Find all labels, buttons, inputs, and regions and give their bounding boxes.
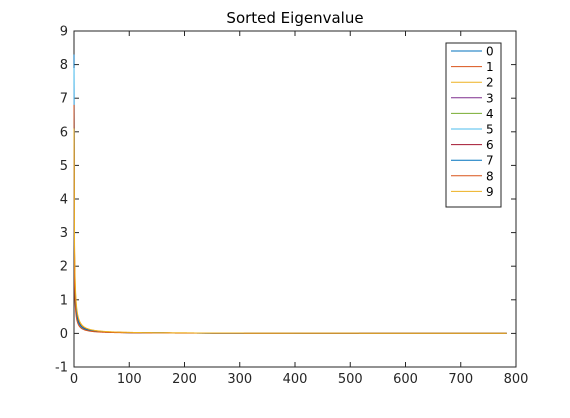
chart-title: Sorted Eigenvalue — [226, 9, 364, 27]
legend-label: 9 — [486, 185, 494, 199]
y-tick-label: 3 — [60, 226, 68, 241]
legend-label: 3 — [486, 91, 494, 105]
y-tick-label: 5 — [60, 159, 68, 174]
legend-box — [445, 42, 502, 208]
y-tick-label: 6 — [60, 125, 68, 140]
y-tick-label: 8 — [60, 58, 68, 73]
y-tick-label: 2 — [60, 260, 68, 275]
y-tick-label: -1 — [55, 361, 68, 376]
y-tick-label: 9 — [60, 25, 68, 40]
legend-label: 4 — [486, 107, 494, 121]
x-tick-label: 200 — [172, 372, 197, 387]
y-tick-label: 0 — [60, 327, 68, 342]
x-tick-label: 100 — [117, 372, 142, 387]
y-tick-label: 1 — [60, 293, 68, 308]
legend-label: 8 — [486, 169, 494, 183]
x-tick-label: 500 — [338, 372, 363, 387]
legend-label: 7 — [486, 154, 494, 168]
legend-label: 6 — [486, 138, 494, 152]
x-tick-label: 700 — [448, 372, 473, 387]
legend-label: 0 — [486, 45, 494, 59]
axes-box — [73, 30, 517, 368]
y-tick-label: 4 — [60, 193, 68, 208]
legend-label: 2 — [486, 76, 494, 90]
legend-label: 5 — [486, 123, 494, 137]
y-tick-label: 7 — [60, 92, 68, 107]
x-tick-label: 400 — [283, 372, 308, 387]
x-tick-label: 300 — [227, 372, 252, 387]
series-line-9 — [73, 128, 507, 334]
legend-label: 1 — [486, 60, 494, 74]
x-tick-label: 800 — [504, 372, 529, 387]
x-tick-label: 0 — [70, 372, 78, 387]
x-tick-label: 600 — [393, 372, 418, 387]
